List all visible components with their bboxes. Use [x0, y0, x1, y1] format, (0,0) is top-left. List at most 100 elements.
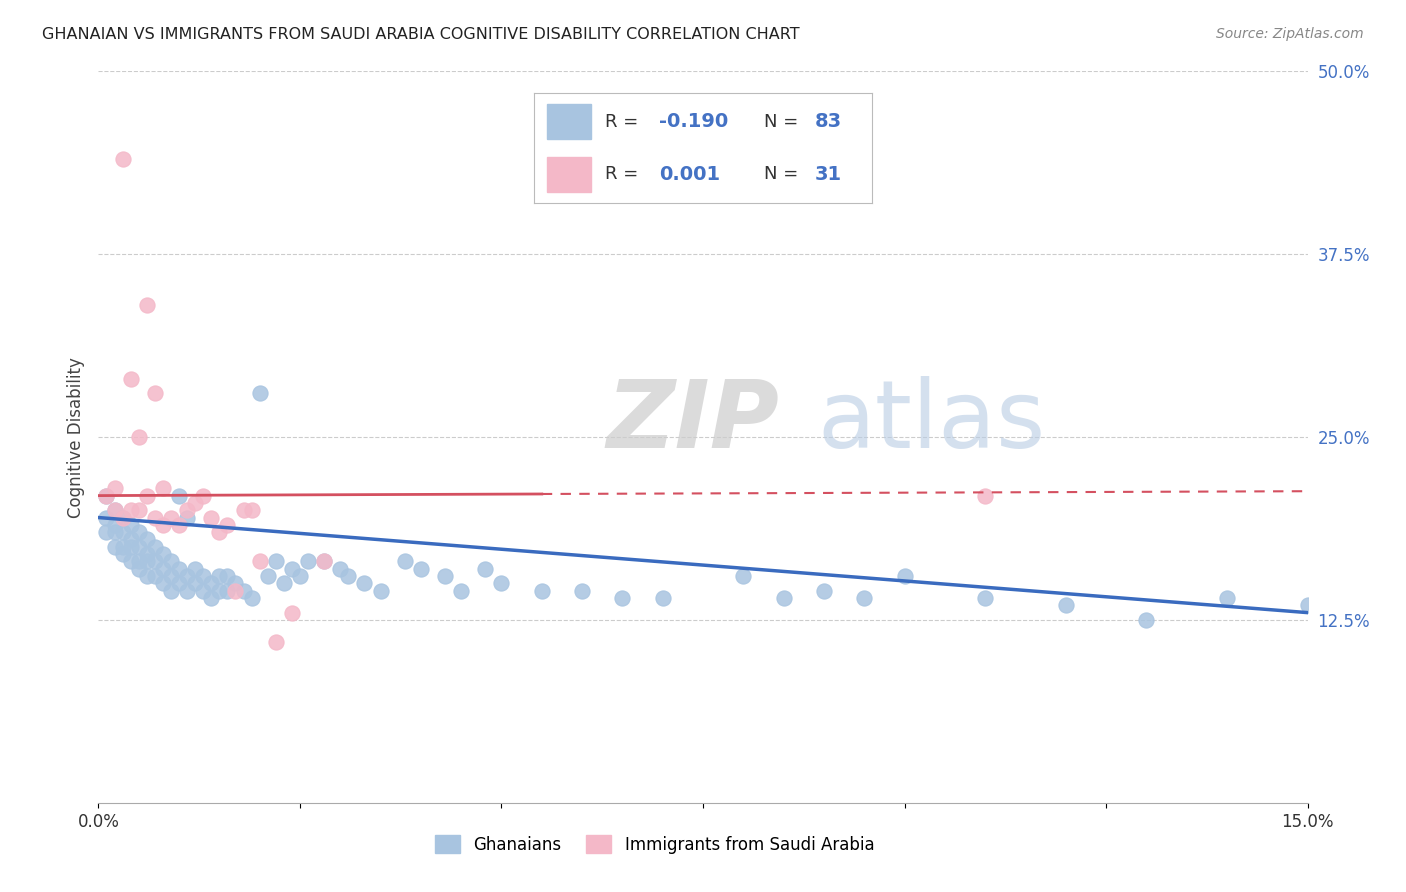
- Point: [974, 591, 997, 605]
- Point: [193, 489, 215, 503]
- Point: [152, 562, 174, 576]
- Point: [167, 489, 190, 503]
- Point: [370, 583, 392, 598]
- Point: [96, 510, 118, 524]
- Point: [143, 569, 166, 583]
- Point: [200, 510, 222, 524]
- Point: [135, 298, 157, 312]
- Point: [288, 569, 311, 583]
- Point: [128, 430, 150, 444]
- Point: [409, 562, 432, 576]
- Point: [160, 569, 183, 583]
- Point: [120, 371, 142, 385]
- Point: [337, 569, 360, 583]
- Point: [217, 517, 239, 532]
- Point: [281, 606, 304, 620]
- Point: [264, 635, 287, 649]
- Point: [434, 569, 457, 583]
- Point: [571, 583, 593, 598]
- Point: [353, 576, 375, 591]
- Point: [240, 591, 263, 605]
- Point: [128, 562, 150, 576]
- Point: [264, 554, 287, 568]
- Point: [120, 503, 142, 517]
- Point: [135, 569, 157, 583]
- Point: [103, 503, 125, 517]
- Point: [297, 554, 319, 568]
- Point: [329, 562, 352, 576]
- Point: [530, 583, 553, 598]
- Point: [167, 562, 190, 576]
- Point: [193, 569, 215, 583]
- Point: [96, 489, 118, 503]
- Legend: Ghanaians, Immigrants from Saudi Arabia: Ghanaians, Immigrants from Saudi Arabia: [429, 829, 882, 860]
- Point: [273, 576, 295, 591]
- Point: [217, 569, 239, 583]
- Point: [135, 547, 157, 561]
- Text: GHANAIAN VS IMMIGRANTS FROM SAUDI ARABIA COGNITIVE DISABILITY CORRELATION CHART: GHANAIAN VS IMMIGRANTS FROM SAUDI ARABIA…: [42, 27, 800, 42]
- Point: [176, 510, 198, 524]
- Point: [111, 547, 134, 561]
- Text: ZIP: ZIP: [606, 376, 779, 468]
- Point: [208, 525, 231, 540]
- Point: [111, 510, 134, 524]
- Point: [135, 554, 157, 568]
- Point: [853, 591, 876, 605]
- Point: [160, 583, 183, 598]
- Point: [474, 562, 496, 576]
- Point: [240, 503, 263, 517]
- Point: [1135, 613, 1157, 627]
- Point: [96, 525, 118, 540]
- Point: [143, 540, 166, 554]
- Point: [160, 510, 183, 524]
- Point: [1296, 599, 1319, 613]
- Point: [491, 576, 513, 591]
- Point: [256, 569, 278, 583]
- Point: [200, 591, 222, 605]
- Point: [128, 503, 150, 517]
- Point: [208, 569, 231, 583]
- Point: [103, 540, 125, 554]
- Text: atlas: atlas: [818, 376, 1046, 468]
- Point: [232, 503, 254, 517]
- Point: [120, 554, 142, 568]
- Point: [249, 386, 271, 401]
- Point: [893, 569, 915, 583]
- Point: [184, 576, 207, 591]
- Point: [143, 510, 166, 524]
- Point: [612, 591, 634, 605]
- Point: [176, 503, 198, 517]
- Point: [193, 583, 215, 598]
- Point: [314, 554, 336, 568]
- Point: [224, 576, 246, 591]
- Point: [111, 152, 134, 166]
- Point: [208, 583, 231, 598]
- Point: [120, 533, 142, 547]
- Point: [96, 489, 118, 503]
- Point: [167, 517, 190, 532]
- Point: [224, 583, 246, 598]
- Point: [111, 540, 134, 554]
- Point: [120, 540, 142, 554]
- Point: [128, 554, 150, 568]
- Point: [120, 517, 142, 532]
- Point: [281, 562, 304, 576]
- Point: [249, 554, 271, 568]
- Point: [128, 540, 150, 554]
- Point: [314, 554, 336, 568]
- Point: [733, 569, 755, 583]
- Point: [103, 481, 125, 495]
- Point: [111, 510, 134, 524]
- Point: [111, 525, 134, 540]
- Text: Source: ZipAtlas.com: Source: ZipAtlas.com: [1216, 27, 1364, 41]
- Point: [152, 576, 174, 591]
- Point: [176, 583, 198, 598]
- Point: [152, 481, 174, 495]
- Point: [135, 489, 157, 503]
- Point: [103, 517, 125, 532]
- Point: [1216, 591, 1239, 605]
- Point: [167, 576, 190, 591]
- Point: [651, 591, 673, 605]
- Point: [184, 562, 207, 576]
- Point: [152, 547, 174, 561]
